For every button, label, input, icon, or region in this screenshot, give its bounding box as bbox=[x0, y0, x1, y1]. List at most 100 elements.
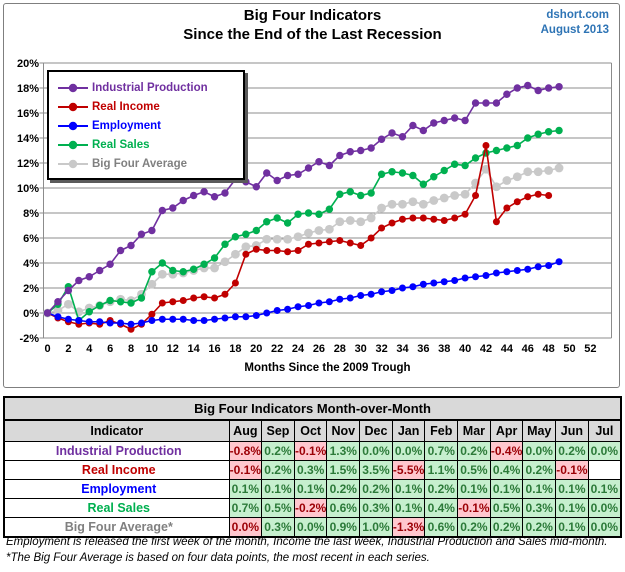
data-point bbox=[189, 191, 198, 200]
data-point bbox=[461, 161, 469, 170]
x-axis-label: 48 bbox=[542, 343, 554, 355]
data-point bbox=[513, 84, 521, 92]
table-cell: 0.7% bbox=[424, 441, 459, 461]
x-axis-label: 16 bbox=[208, 343, 220, 355]
data-point bbox=[419, 214, 427, 222]
data-point bbox=[147, 279, 157, 289]
data-point bbox=[430, 215, 438, 223]
row-label: Employment bbox=[3, 479, 230, 499]
data-point bbox=[545, 262, 553, 269]
table-cell: 1.1% bbox=[424, 460, 459, 480]
data-point bbox=[200, 317, 208, 324]
data-point bbox=[346, 148, 354, 156]
table-cell: 0.0% bbox=[391, 441, 426, 461]
column-header-month: May bbox=[522, 419, 557, 442]
data-point bbox=[169, 204, 177, 212]
data-point bbox=[398, 215, 406, 223]
data-point bbox=[283, 219, 292, 227]
x-axis-label: 8 bbox=[128, 343, 134, 355]
data-point bbox=[544, 84, 553, 92]
chart-plot: 20%18%16%14%12%10%8%6%4%2%0%-2%0 2 4 6 8 10 12… bbox=[17, 58, 612, 374]
data-point bbox=[471, 99, 480, 107]
data-point bbox=[534, 86, 542, 95]
data-point bbox=[158, 206, 167, 215]
data-point bbox=[482, 99, 490, 107]
data-point bbox=[398, 133, 407, 141]
column-header-month: Jun bbox=[555, 419, 589, 442]
table-cell: 0.7% bbox=[228, 498, 263, 518]
data-point bbox=[179, 297, 187, 304]
table-cell: 0.1% bbox=[555, 517, 589, 538]
data-point bbox=[189, 265, 198, 273]
table-row-real-sales: Real Sales 0.7% 0.5% -0.2% 0.6% 0.3% 0.1% 0.4% -… bbox=[3, 498, 622, 518]
data-point bbox=[273, 247, 281, 254]
data-point bbox=[409, 121, 417, 130]
data-point bbox=[503, 268, 511, 276]
data-point bbox=[148, 317, 156, 324]
source-block: dshort.com August 2013 bbox=[541, 8, 609, 38]
data-point bbox=[262, 234, 272, 244]
table-cell: -0.4% bbox=[489, 441, 524, 461]
data-point bbox=[54, 298, 62, 306]
data-point bbox=[430, 173, 438, 181]
column-header-month: Sep bbox=[261, 419, 295, 442]
data-point bbox=[325, 298, 333, 306]
data-point bbox=[492, 218, 500, 226]
x-axis-label: 10 bbox=[146, 343, 158, 355]
data-point bbox=[555, 126, 563, 135]
data-point bbox=[242, 230, 250, 238]
data-point bbox=[117, 319, 125, 327]
series-real-sales bbox=[43, 126, 563, 325]
footnote-average-note: *The Big Four Average is based on four d… bbox=[6, 552, 430, 564]
table-cell: 0.5% bbox=[261, 498, 295, 518]
data-point bbox=[451, 214, 459, 222]
y-axis-label: 0% bbox=[23, 308, 39, 320]
table-cell: 0.2% bbox=[326, 479, 361, 499]
data-point bbox=[367, 144, 375, 152]
table-cell: -0.1% bbox=[457, 498, 491, 518]
row-label: Industrial Production bbox=[3, 441, 230, 461]
column-header-month: Jul bbox=[587, 419, 622, 442]
data-point bbox=[523, 167, 533, 177]
data-point bbox=[460, 189, 470, 199]
data-point bbox=[398, 169, 407, 177]
data-point bbox=[450, 191, 460, 200]
column-header-month: Jan bbox=[391, 419, 426, 442]
data-point bbox=[158, 299, 166, 307]
data-point bbox=[294, 303, 302, 311]
data-point bbox=[96, 318, 104, 326]
source-date: August 2013 bbox=[540, 24, 609, 36]
data-point bbox=[252, 226, 260, 235]
x-axis-label: 26 bbox=[313, 343, 325, 355]
table-cell: 0.3% bbox=[293, 460, 328, 480]
data-point bbox=[345, 216, 355, 225]
data-point bbox=[315, 158, 323, 166]
data-point bbox=[148, 226, 156, 235]
data-point bbox=[305, 240, 312, 248]
data-point bbox=[200, 293, 208, 301]
row-label: Real Income bbox=[3, 460, 230, 480]
data-point bbox=[461, 210, 469, 218]
table-cell: -0.1% bbox=[555, 460, 589, 480]
data-point bbox=[409, 214, 417, 222]
data-point bbox=[242, 313, 250, 321]
y-axis-label: 2% bbox=[23, 283, 39, 295]
data-point bbox=[190, 317, 198, 324]
table-cell: 0.2% bbox=[457, 441, 491, 461]
x-axis-label: 42 bbox=[480, 343, 492, 355]
data-point bbox=[440, 116, 448, 125]
table-cell: 0.3% bbox=[359, 498, 393, 518]
data-point bbox=[555, 83, 563, 91]
data-point bbox=[418, 199, 428, 209]
table-cell: 0.1% bbox=[555, 498, 589, 518]
table-cell: 0.2% bbox=[261, 441, 295, 461]
data-point bbox=[367, 290, 375, 298]
x-axis-label: 36 bbox=[417, 343, 429, 355]
legend-label: Big Four Average bbox=[92, 157, 187, 170]
data-point bbox=[53, 306, 63, 315]
data-point bbox=[554, 163, 564, 173]
data-point bbox=[367, 234, 375, 242]
column-header-month: Mar bbox=[457, 419, 491, 442]
data-point bbox=[127, 241, 135, 250]
data-point bbox=[429, 196, 439, 205]
